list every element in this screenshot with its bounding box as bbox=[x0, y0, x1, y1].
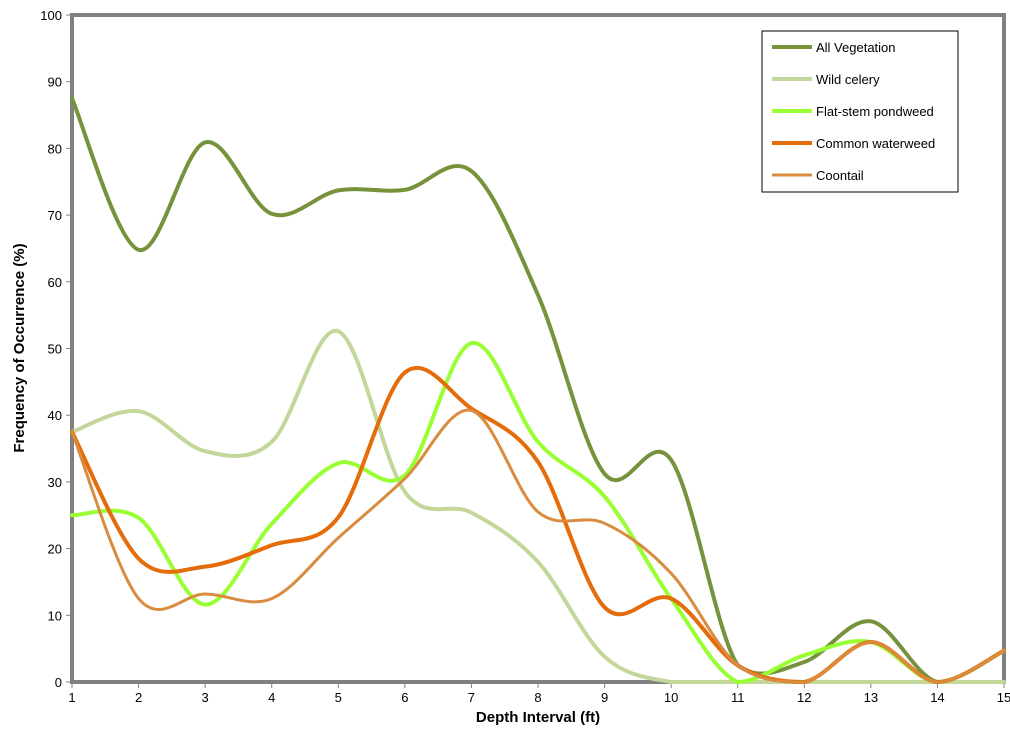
y-axis-title: Frequency of Occurrence (%) bbox=[11, 243, 28, 452]
x-tick-label: 14 bbox=[930, 690, 944, 705]
legend-item: All Vegetation bbox=[772, 40, 896, 55]
x-tick-label: 1 bbox=[68, 690, 75, 705]
series-line bbox=[70, 408, 1006, 684]
y-tick-label: 80 bbox=[48, 141, 62, 156]
y-tick-label: 30 bbox=[48, 475, 62, 490]
x-axis-title: Depth Interval (ft) bbox=[476, 709, 600, 726]
x-tick-label: 15 bbox=[997, 690, 1010, 705]
legend-label: Wild celery bbox=[816, 72, 880, 87]
x-tick-label: 3 bbox=[202, 690, 209, 705]
y-tick-label: 20 bbox=[48, 542, 62, 557]
y-tick-label: 50 bbox=[48, 342, 62, 357]
series-layer bbox=[70, 96, 1006, 685]
series-flat-stem-pondweed bbox=[70, 341, 1006, 684]
y-tick-label: 40 bbox=[48, 408, 62, 423]
legend-item: Flat-stem pondweed bbox=[772, 104, 934, 119]
x-tick-label: 7 bbox=[468, 690, 475, 705]
y-tick-label: 10 bbox=[48, 608, 62, 623]
x-tick-label: 5 bbox=[335, 690, 342, 705]
y-tick-label: 0 bbox=[55, 675, 62, 690]
x-tick-label: 8 bbox=[534, 690, 541, 705]
x-tick-label: 9 bbox=[601, 690, 608, 705]
x-tick-label: 4 bbox=[268, 690, 275, 705]
x-tick-label: 11 bbox=[731, 690, 745, 705]
legend-item: Coontail bbox=[772, 168, 864, 183]
series-line bbox=[70, 329, 1006, 685]
y-tick-label: 90 bbox=[48, 75, 62, 90]
legend: All Vegetation Wild celery Flat-stem pondw… bbox=[761, 30, 959, 193]
legend-label: Common waterweed bbox=[816, 136, 935, 151]
y-tick-label: 60 bbox=[48, 275, 62, 290]
series-line bbox=[70, 341, 1006, 684]
series-wild-celery bbox=[70, 329, 1006, 685]
legend-item: Common waterweed bbox=[772, 136, 935, 151]
legend-label: All Vegetation bbox=[816, 40, 896, 55]
y-tick-label: 100 bbox=[40, 8, 62, 23]
x-tick-label: 10 bbox=[664, 690, 678, 705]
legend-label: Flat-stem pondweed bbox=[816, 104, 934, 119]
x-tick-label: 13 bbox=[864, 690, 878, 705]
legend-label: Coontail bbox=[816, 168, 864, 183]
y-tick-label: 70 bbox=[48, 208, 62, 223]
x-tick-label: 12 bbox=[797, 690, 811, 705]
x-tick-label: 2 bbox=[135, 690, 142, 705]
legend-item: Wild celery bbox=[772, 72, 880, 87]
x-tick-label: 6 bbox=[401, 690, 408, 705]
series-coontail bbox=[70, 408, 1006, 684]
